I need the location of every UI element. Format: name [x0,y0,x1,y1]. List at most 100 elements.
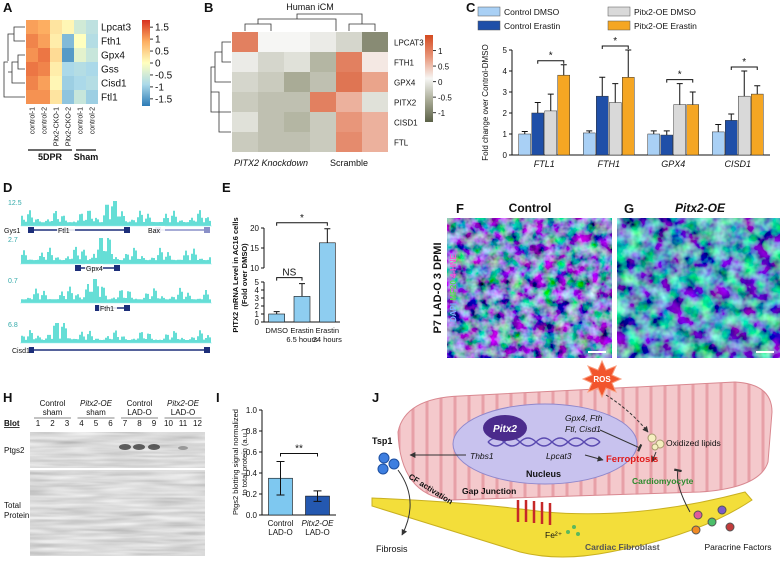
diagram-label: Oxidized lipids [666,438,721,448]
panel-letter: E [222,180,231,195]
colorbar-tick-label: -1 [438,109,446,118]
y-axis-label: Fold change over Control-DMSO [481,44,490,161]
group-label: LAD-O [127,408,151,417]
lipid-bubbles [647,433,665,451]
error-bar [612,83,619,103]
heatmap-cell [258,72,284,92]
significance: * [549,51,553,62]
y-tick-label: 0 [255,318,260,327]
significance-bracket [730,66,758,70]
error-bar [689,91,696,105]
dot [576,532,580,536]
exon [204,347,210,353]
diagram-label: Lpcat3 [546,451,572,461]
diagram-label: Ferroptosis [606,454,658,465]
y-axis-label: to total protein (a.u.) [240,428,249,496]
y-tick-label: 4 [255,286,260,295]
heatmap-cell [50,76,62,90]
y-axis-label: Ptgs2 blotting signal normalized [231,409,240,515]
heatmap-cell [86,90,98,104]
band [178,446,188,450]
heatmap-cell [26,90,38,104]
bar [531,112,544,156]
gene-label: Bax [148,228,161,235]
iron-dots [566,525,580,536]
y-tick-label: 0.8 [246,427,258,436]
column-label: Pitx2-CKO-2 [66,107,73,146]
heatmap-cell [232,92,258,112]
track-scale: 0.7 [8,278,18,285]
dot [717,505,727,515]
heatmap-cell [362,92,388,112]
arrow [397,469,411,536]
bar [268,313,285,323]
heatmap-cell [86,62,98,76]
y-tick-label: 0 [503,151,508,160]
heatmap-cell [336,132,362,152]
diagram-label: Gap Junction [462,486,516,496]
error-bar [741,70,748,97]
y-axis-label: (Fold over DMSO) [240,243,249,307]
heatmap-cell [26,76,38,90]
micrograph-control [447,218,612,358]
lane-number: 7 [123,419,128,428]
heatmap-cell [284,52,310,72]
heatmap-cell [86,20,98,34]
arrow [651,451,657,463]
x-tick-label: CISD1 [724,159,751,169]
bar [751,93,764,156]
lane-number: 10 [164,419,173,428]
panel-letter: F [456,201,464,216]
bar [293,296,311,323]
bubble [651,443,659,451]
heatmap-cell [38,48,50,62]
x-tick-label: LAD-O [305,528,329,537]
row-label: Gpx4 [101,51,125,62]
x-tick-label: FTL1 [534,159,555,169]
x-tick-label: Erastin [316,326,339,335]
total-protein-strip [30,470,205,556]
exon [95,305,101,311]
y-tick-label: 0.4 [246,469,258,478]
row-label: Fth1 [101,37,121,48]
heatmap-cell [38,34,50,48]
heatmap-cell [284,32,310,52]
y-tick-label: 4 [503,67,508,76]
y-tick-label: 5 [503,46,508,55]
heatmap-cell [74,76,86,90]
gene-label: Cisd1 [12,348,30,355]
lane-number: 2 [50,419,55,428]
row-label: Ftl1 [101,93,118,104]
heatmap-cell [258,112,284,132]
y-axis-label: PITX2 mRNA Level in AC16 cells [231,217,240,332]
error-bar [754,85,761,95]
blot-strip [30,432,205,468]
bar [544,110,557,156]
icon-part [377,463,389,475]
heatmap-cell [232,32,258,52]
heatmap-cell [284,112,310,132]
heatmap-cell [26,20,38,34]
y-tick-label: 15 [250,244,259,253]
y-tick-label: 5 [255,278,260,287]
column-label: control-2 [42,107,49,134]
error-bar [676,83,683,105]
row-label: FTH1 [394,59,415,68]
heatmap-cell [336,92,362,112]
colorbar-tick-label: 0.5 [438,63,450,72]
colorbar-tick-label: -1.5 [155,94,173,105]
stain: 4-HNE [449,253,458,278]
stain: DAPI [449,303,458,322]
row-dendrogram [3,26,25,98]
y-tick-label: 20 [250,224,259,233]
band [133,444,145,450]
panel-letter: H [3,390,12,405]
x-tick-label: Pitx2-OE [301,519,334,528]
error-bar [715,124,722,132]
blot-bands [119,444,188,450]
colorbar-tick-label: -1 [155,82,164,93]
heatmap-cell [26,48,38,62]
bar [738,95,751,156]
error-bar [625,49,632,78]
panel-letter: C [466,0,476,15]
